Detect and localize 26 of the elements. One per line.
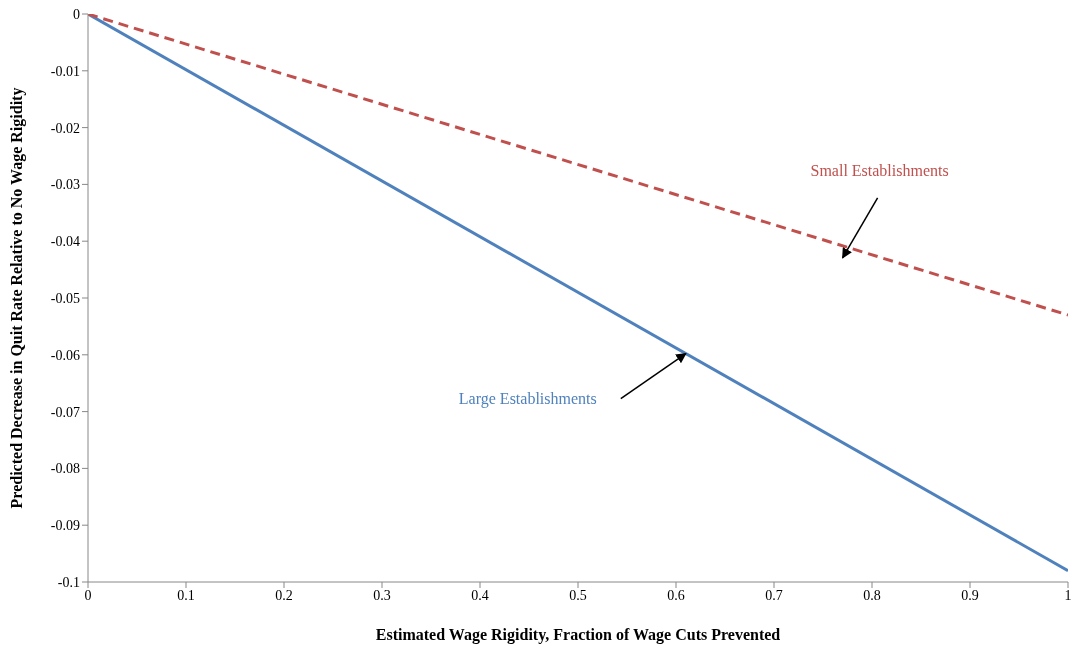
text: Large Establishments: [458, 390, 597, 409]
y-tick-label: -0.08: [50, 461, 80, 477]
x-tick-label: 0: [84, 587, 92, 603]
y-tick-label: -0.04: [50, 234, 80, 250]
x-tick-label: 0.2: [275, 587, 293, 603]
y-tick-label: -0.03: [50, 177, 80, 193]
x-tick-label: 0.3: [373, 587, 391, 603]
y-axis-title: Predicted Decrease in Quit Rate Relative to No Wage Rigidity: [7, 87, 26, 509]
text: Small Establishments: [810, 162, 949, 180]
x-tick-label: 0.6: [667, 587, 685, 603]
x-tick-label: 0.9: [961, 587, 979, 603]
x-tick-label: 0.4: [471, 587, 489, 603]
x-tick-label: 0.7: [765, 587, 783, 603]
x-axis-title: Estimated Wage Rigidity, Fraction of Wage Cuts Prevented: [375, 626, 781, 644]
x-tick-label: 0.8: [863, 587, 881, 603]
y-tick-label: -0.02: [50, 120, 80, 136]
y-tick-label: 0: [73, 6, 80, 22]
y-tick-label: -0.05: [50, 290, 80, 306]
y-tick-label: -0.06: [50, 347, 80, 363]
y-tick-label: -0.01: [50, 63, 80, 79]
x-tick-label: 0.1: [177, 587, 195, 603]
y-tick-label: -0.07: [50, 404, 80, 420]
y-tick-label: -0.1: [57, 574, 80, 590]
x-tick-label: 0.5: [569, 587, 587, 603]
y-tick-label: -0.09: [50, 518, 80, 534]
x-tick-label: 1: [1064, 587, 1072, 603]
